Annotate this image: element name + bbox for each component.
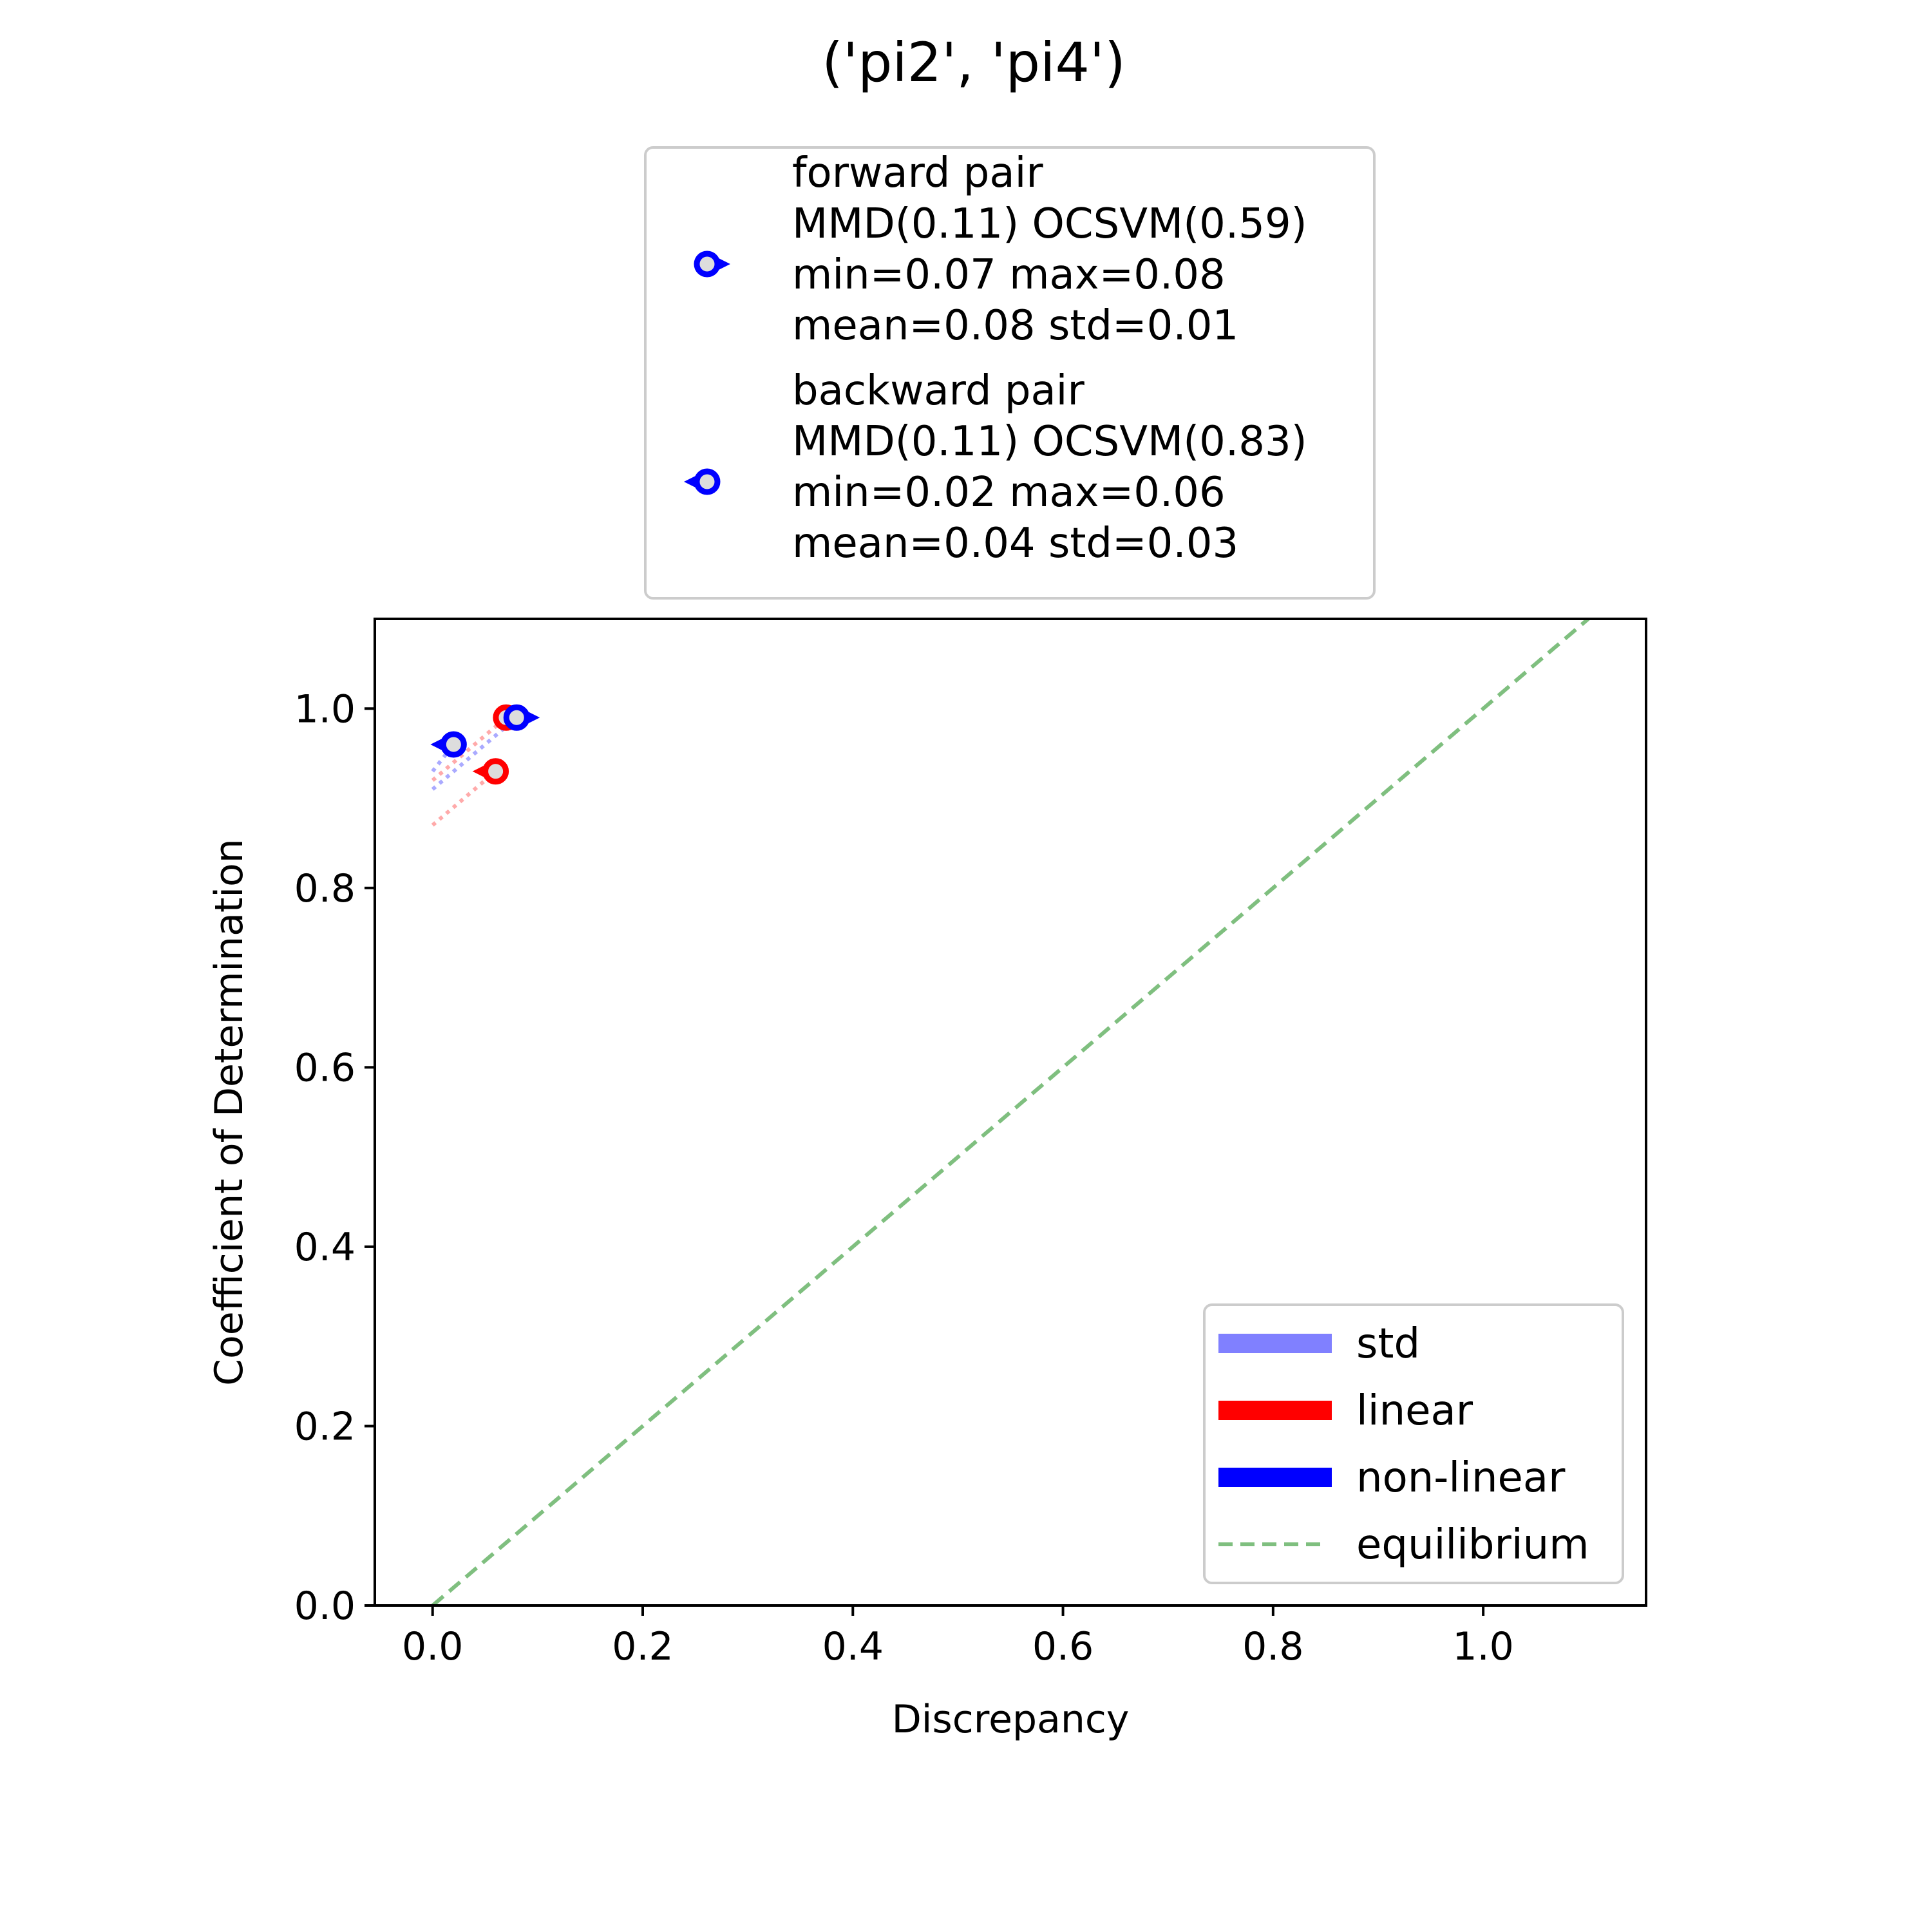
x-tick-label: 0.8 [1242,1624,1303,1669]
pair-legend-line-1-0: backward pair [792,367,1084,415]
y-tick-label: 0.8 [294,866,355,911]
pair-legend-box [644,146,1376,600]
pair-legend-line-1-3: mean=0.04 std=0.03 [792,520,1238,567]
legend-label-non-linear: non-linear [1356,1454,1566,1502]
point-forward-non-linear-circle [503,704,530,731]
point-backward-non-linear-circle [440,731,467,758]
point-backward-non-linear [430,731,467,758]
pair-legend-line-0-1: MMD(0.11) OCSVM(0.59) [792,200,1307,248]
pair-legend-line-1-1: MMD(0.11) OCSVM(0.83) [792,418,1307,466]
x-axis-label: Discrepancy [892,1697,1130,1742]
point-forward-non-linear [503,704,540,731]
y-axis-label: Coefficient of Determination [207,838,252,1386]
x-tick-label: 0.0 [402,1624,463,1669]
x-tick-label: 0.4 [822,1624,884,1669]
point-backward-linear [472,758,509,785]
legend-label-equilibrium: equilibrium [1356,1521,1589,1569]
model-legend-box [1203,1303,1624,1584]
y-tick-label: 0.6 [294,1045,355,1090]
legend-swatch-linear [1218,1401,1332,1420]
pair-legend-line-1-2: min=0.02 max=0.06 [792,469,1226,516]
pair-legend-marker-0-circle [694,251,721,278]
plot-area [430,619,1590,1605]
y-tick-label: 1.0 [294,687,355,732]
x-tick-label: 0.6 [1032,1624,1094,1669]
pair-legend-marker-1-circle [694,468,721,495]
pair-legend-line-0-3: mean=0.08 std=0.01 [792,302,1238,350]
pair-legend-line-0-2: min=0.07 max=0.08 [792,251,1226,299]
legend-swatch-std [1218,1334,1332,1353]
x-axis: 0.0 0.2 0.4 0.6 0.8 1.0 [402,1605,1514,1669]
x-tick-label: 0.2 [612,1624,673,1669]
y-axis: 0.0 0.2 0.4 0.6 0.8 1.0 [294,687,375,1629]
std-line-forward-linear [431,715,507,782]
equilibrium-line [431,619,1590,1605]
x-tick-label: 1.0 [1452,1624,1513,1669]
y-tick-label: 0.0 [294,1584,355,1629]
chart-title: ('pi2', 'pi4') [822,31,1126,94]
y-tick-label: 0.4 [294,1225,355,1270]
pair-legend-line-0-0: forward pair [792,149,1043,197]
axes-frame [374,618,1647,1607]
pair-legend-marker-1 [684,468,721,495]
legend-label-linear: linear [1356,1387,1473,1435]
point-backward-linear-circle [482,758,509,785]
legend-label-std: std [1356,1320,1420,1368]
y-tick-label: 0.2 [294,1404,355,1449]
model-legend: std linear non-linear equilibrium [1203,1303,1624,1584]
pair-legend-marker-0 [694,251,730,278]
legend-swatch-non-linear [1218,1468,1332,1487]
